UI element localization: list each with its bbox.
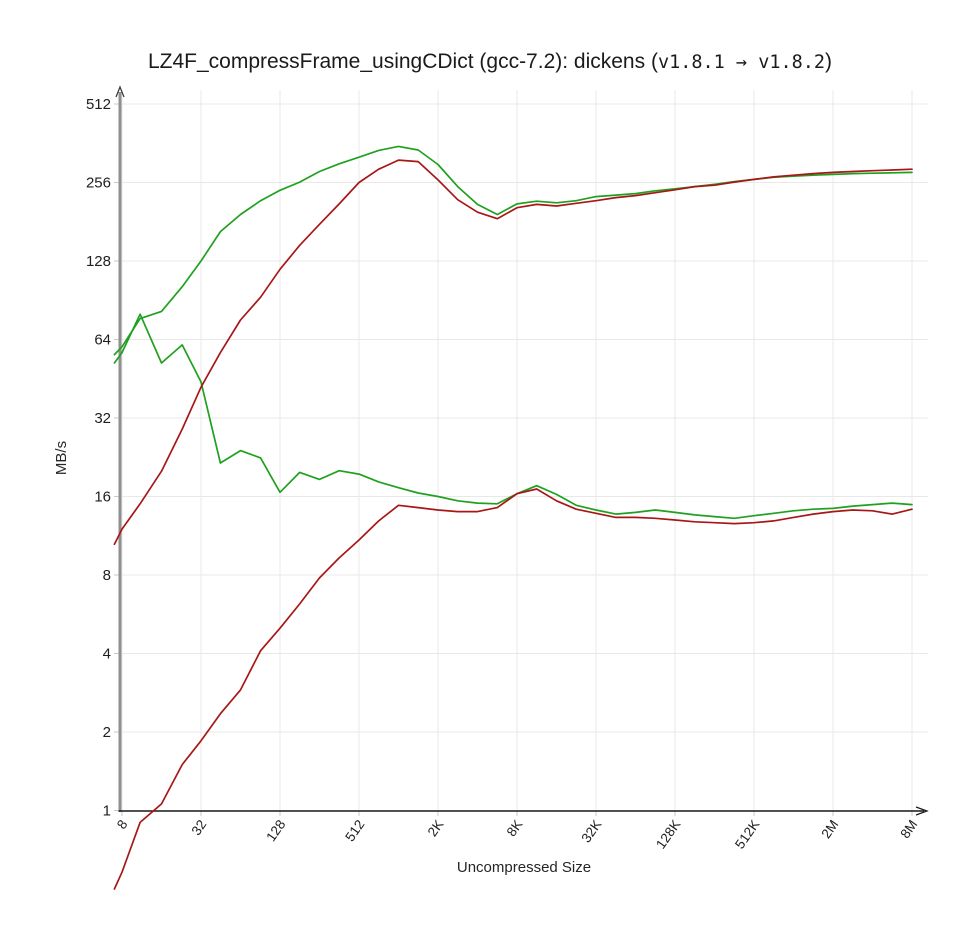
chart-title: LZ4F_compressFrame_usingCDict (gcc-7.2):… [0, 50, 980, 74]
title-version-old: v1.8.1 [657, 52, 725, 73]
y-tick-label: 256 [86, 175, 111, 192]
x-tick-label: 32 [189, 817, 210, 838]
series-line-green-lower [113, 313, 913, 520]
x-tick-label: 512K [732, 817, 762, 851]
x-tick-label: 8M [897, 817, 920, 841]
y-tick-label: 1 [103, 803, 111, 820]
y-tick-label: 4 [103, 646, 111, 663]
x-tick-label: 128 [263, 817, 288, 844]
x-axis-title: Uncompressed Size [456, 859, 592, 876]
y-axis-arrow-icon [115, 85, 125, 98]
x-tick-label: 8 [114, 817, 131, 832]
y-tick-label: 8 [103, 567, 111, 584]
x-tick-label: 32K [578, 817, 604, 845]
title-text-prefix: LZ4F_compressFrame_usingCDict (gcc-7.2):… [147, 50, 658, 73]
y-axis-title: MB/s [53, 440, 70, 476]
y-tick-label: 2 [103, 724, 111, 741]
title-version-new: v1.8.2 [758, 52, 826, 73]
series-line-red-upper [113, 159, 913, 546]
x-tick-label: 2K [425, 817, 447, 839]
x-axis-arrow-icon [915, 806, 929, 816]
x-tick-label: 2M [818, 817, 841, 841]
title-arrow-icon: → [724, 52, 759, 73]
y-tick-label: 64 [94, 332, 111, 349]
y-tick-label: 32 [94, 410, 111, 427]
y-tick-label: 128 [86, 253, 111, 270]
y-tick-label: 16 [94, 489, 111, 506]
x-tick-label: 128K [653, 817, 683, 851]
title-text-suffix: ) [825, 50, 833, 73]
series-line-red-lower [113, 488, 913, 890]
x-tick-label: 8K [504, 817, 526, 839]
x-tick-label: 512 [342, 817, 367, 844]
series-line-green-upper [113, 145, 913, 356]
y-tick-label: 512 [86, 96, 111, 113]
